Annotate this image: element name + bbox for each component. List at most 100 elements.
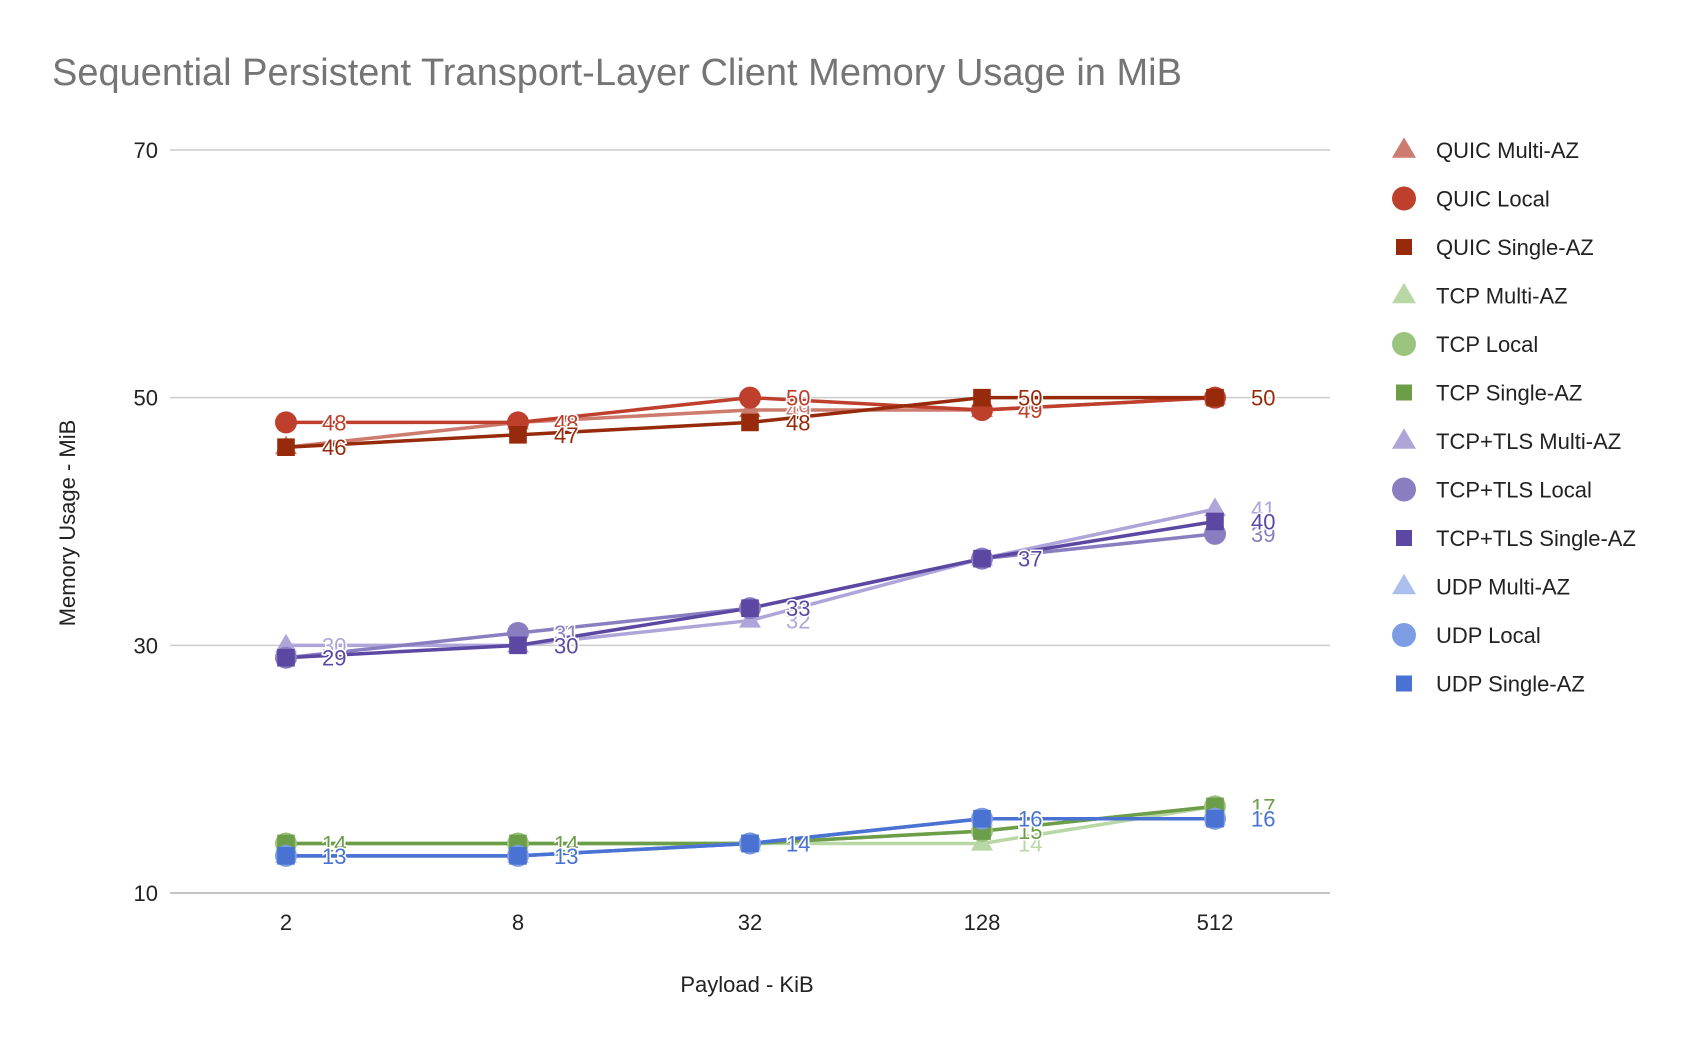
series-markers	[275, 386, 1226, 867]
legend-item: QUIC Multi-AZ	[1392, 137, 1579, 163]
y-axis-ticks: 10 30 50 70	[134, 138, 158, 906]
data-label: 49	[786, 398, 810, 423]
data-point	[973, 549, 991, 568]
legend-label: TCP+TLS Local	[1436, 478, 1592, 503]
data-point	[1396, 530, 1412, 546]
data-point	[973, 388, 991, 407]
legend-item: TCP+TLS Local	[1392, 477, 1592, 503]
legend-label: QUIC Local	[1436, 187, 1550, 212]
data-label: 47	[554, 423, 578, 448]
x-tick-label: 8	[512, 910, 524, 935]
data-label: 33	[786, 596, 810, 621]
data-label: 16	[1251, 807, 1275, 832]
x-tick-label: 128	[964, 910, 1001, 935]
data-point	[1392, 573, 1416, 595]
legend: QUIC Multi-AZ QUIC Local QUIC Single-AZ TCP…	[1392, 137, 1636, 697]
data-point	[277, 648, 295, 667]
legend-item: UDP Local	[1392, 623, 1541, 648]
y-tick-label: 30	[134, 633, 158, 658]
legend-label: TCP Multi-AZ	[1436, 284, 1568, 309]
data-label: 37	[1018, 547, 1042, 572]
data-label: 50	[1251, 386, 1275, 411]
data-point	[1204, 497, 1226, 517]
data-label: 33	[786, 596, 810, 621]
data-point	[275, 411, 297, 434]
data-point	[1396, 675, 1412, 692]
data-point	[1392, 477, 1416, 502]
legend-item: TCP Local	[1392, 332, 1538, 357]
data-point	[1392, 186, 1416, 211]
data-label: 13	[322, 844, 346, 869]
data-point	[741, 834, 759, 853]
data-label: 14	[322, 831, 346, 856]
data-label: 17	[1251, 794, 1275, 819]
data-label: 14	[786, 831, 810, 856]
data-label: 13	[322, 844, 346, 869]
legend-label: QUIC Single-AZ	[1436, 235, 1594, 260]
data-point	[973, 809, 991, 828]
data-label: 46	[322, 435, 346, 460]
data-label: 46	[322, 435, 346, 460]
legend-label: UDP Local	[1436, 623, 1541, 648]
legend-item: UDP Single-AZ	[1396, 672, 1585, 697]
data-label: 30	[554, 633, 578, 658]
data-label: 50	[786, 386, 810, 411]
legend-label: QUIC Multi-AZ	[1436, 138, 1579, 163]
data-label: 14	[322, 831, 346, 856]
legend-label: TCP+TLS Multi-AZ	[1436, 429, 1621, 454]
data-label: 29	[322, 646, 346, 671]
data-point	[1396, 239, 1412, 255]
legend-label: UDP Single-AZ	[1436, 672, 1585, 697]
data-label: 41	[1251, 497, 1275, 522]
data-label: 50	[1018, 386, 1042, 411]
data-point	[741, 413, 759, 432]
data-label: 48	[554, 410, 578, 435]
legend-item: UDP Multi-AZ	[1392, 573, 1570, 600]
data-label: 39	[1251, 522, 1275, 547]
y-axis-title: Memory Usage - MiB	[55, 420, 80, 627]
data-label: 50	[1251, 386, 1275, 411]
x-axis-ticks: 2 8 32 128 512	[280, 910, 1233, 935]
data-point	[509, 847, 527, 865]
data-point	[739, 386, 761, 409]
data-label: 15	[1018, 819, 1042, 844]
chart-title: Sequential Persistent Transport-Layer Cl…	[52, 52, 1182, 94]
data-label: 37	[1018, 547, 1042, 572]
y-tick-label: 70	[134, 138, 158, 163]
data-label: 16	[1251, 807, 1275, 832]
data-label: 48	[786, 410, 810, 435]
data-point	[1392, 623, 1416, 647]
legend-item: TCP Single-AZ	[1396, 381, 1582, 406]
legend-label: TCP+TLS Single-AZ	[1436, 526, 1636, 551]
data-label: 49	[1018, 398, 1042, 423]
data-label: 16	[1018, 807, 1042, 832]
data-point	[1392, 332, 1416, 356]
data-point	[1392, 137, 1416, 158]
data-point	[1206, 388, 1224, 407]
legend-item: TCP+TLS Multi-AZ	[1392, 428, 1621, 454]
data-label: 49	[1018, 398, 1042, 423]
data-label: 32	[786, 609, 810, 634]
data-label: 13	[554, 844, 578, 869]
data-point	[277, 438, 295, 456]
data-point	[509, 426, 527, 444]
x-axis-title: Payload - KiB	[680, 972, 813, 997]
data-label: 17	[1251, 794, 1275, 819]
data-label: 15	[1018, 819, 1042, 844]
data-label: 16	[1251, 807, 1275, 832]
data-label: 14	[786, 831, 810, 856]
data-label: 14	[1018, 831, 1042, 856]
x-tick-label: 2	[280, 910, 292, 935]
legend-item: TCP+TLS Single-AZ	[1396, 526, 1636, 551]
data-point	[275, 633, 297, 653]
x-tick-label: 512	[1197, 910, 1234, 935]
data-label: 13	[554, 844, 578, 869]
y-tick-label: 10	[134, 881, 158, 906]
data-label: 17	[1251, 794, 1275, 819]
data-point	[509, 636, 527, 655]
data-label: 13	[554, 844, 578, 869]
legend-label: TCP Local	[1436, 332, 1538, 357]
data-label: 37	[1018, 547, 1042, 572]
data-point	[1392, 428, 1416, 449]
data-point	[1206, 512, 1224, 531]
